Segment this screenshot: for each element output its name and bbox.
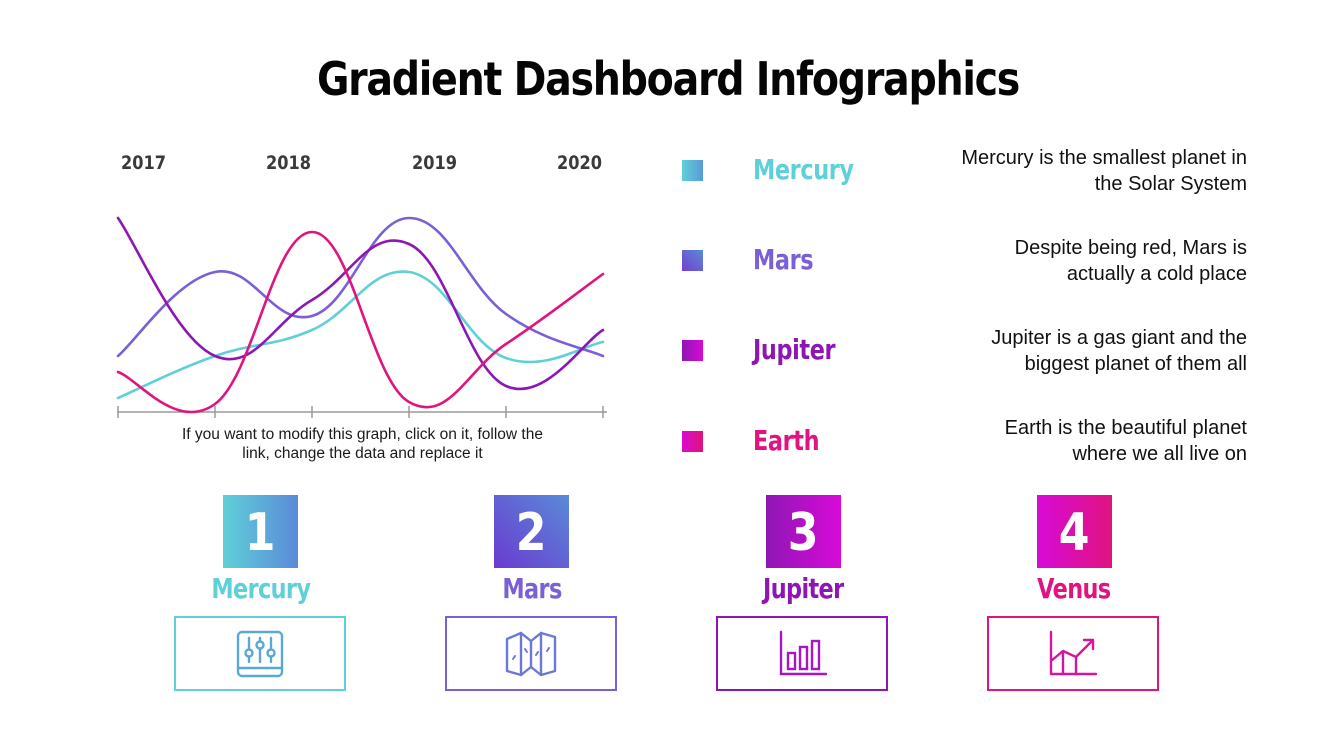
card-name-venus: Venus xyxy=(974,572,1174,605)
year-label-2019: 2019 xyxy=(412,152,457,174)
legend-desc-mercury: Mercury is the smallest planet in the So… xyxy=(887,145,1247,197)
legend-swatch-earth xyxy=(682,431,703,452)
series-line-mars xyxy=(116,216,605,358)
card-name-text: Venus xyxy=(1037,572,1111,605)
growth-chart-icon xyxy=(1049,630,1098,675)
page-title: Gradient Dashboard Infographics xyxy=(316,52,1020,106)
legend-desc-line: Mercury is the smallest planet in xyxy=(961,147,1247,169)
legend-desc-line: actually a cold place xyxy=(1066,263,1247,285)
card-name-mercury: Mercury xyxy=(161,572,361,605)
series-line-jupiter xyxy=(116,216,605,391)
card-number-text: 1 xyxy=(245,503,276,563)
card-icon-box-venus[interactable] xyxy=(987,616,1159,691)
bar-chart-icon xyxy=(779,630,828,675)
card-number-4: 4 xyxy=(1037,495,1112,568)
legend-desc-earth: Earth is the beautiful planet where we a… xyxy=(887,415,1247,467)
card-name-mars: Mars xyxy=(432,572,632,605)
legend-desc-line: Despite being red, Mars is xyxy=(1014,237,1247,259)
card-icon-box-mercury[interactable] xyxy=(174,616,346,691)
legend-swatch-jupiter xyxy=(682,340,703,361)
year-label-2018: 2018 xyxy=(266,152,311,174)
card-name-jupiter: Jupiter xyxy=(703,572,903,605)
legend-desc-line: Jupiter is a gas giant and the xyxy=(991,327,1247,349)
card-name-text: Mercury xyxy=(211,572,312,605)
card-name-text: Jupiter xyxy=(762,572,844,605)
card-number-1: 1 xyxy=(223,495,298,568)
map-icon xyxy=(505,631,557,676)
legend-desc-line: biggest planet of them all xyxy=(1024,353,1247,375)
card-icon-box-jupiter[interactable] xyxy=(716,616,888,691)
card-number-text: 3 xyxy=(788,503,819,563)
legend-name-earth: Earth xyxy=(753,424,820,457)
series-line-mercury xyxy=(116,270,605,400)
card-number-3: 3 xyxy=(766,495,841,568)
card-icon-box-mars[interactable] xyxy=(445,616,617,691)
card-number-text: 2 xyxy=(516,503,547,563)
chart-caption: If you want to modify this graph, click … xyxy=(150,425,575,463)
legend-swatch-mercury xyxy=(682,160,703,181)
chart-caption-line-1: If you want to modify this graph, click … xyxy=(182,426,543,443)
chart-caption-line-2: link, change the data and replace it xyxy=(242,445,483,462)
card-number-text: 4 xyxy=(1059,503,1090,563)
card-name-text: Mars xyxy=(502,572,562,605)
legend-desc-line: the Solar System xyxy=(1094,173,1247,195)
year-label-2017: 2017 xyxy=(121,152,166,174)
legend-desc-line: where we all live on xyxy=(1072,443,1247,465)
sliders-icon xyxy=(236,630,284,677)
card-number-2: 2 xyxy=(494,495,569,568)
legend-desc-mars: Despite being red, Mars is actually a co… xyxy=(887,235,1247,287)
legend-name-jupiter: Jupiter xyxy=(753,333,836,366)
year-label-2020: 2020 xyxy=(557,152,602,174)
legend-desc-line: Earth is the beautiful planet xyxy=(1004,417,1247,439)
legend-desc-jupiter: Jupiter is a gas giant and the biggest p… xyxy=(887,325,1247,377)
series-line-earth xyxy=(116,230,605,414)
legend-name-mercury: Mercury xyxy=(753,153,854,186)
legend-name-mars: Mars xyxy=(753,243,814,276)
legend-swatch-mars xyxy=(682,250,703,271)
